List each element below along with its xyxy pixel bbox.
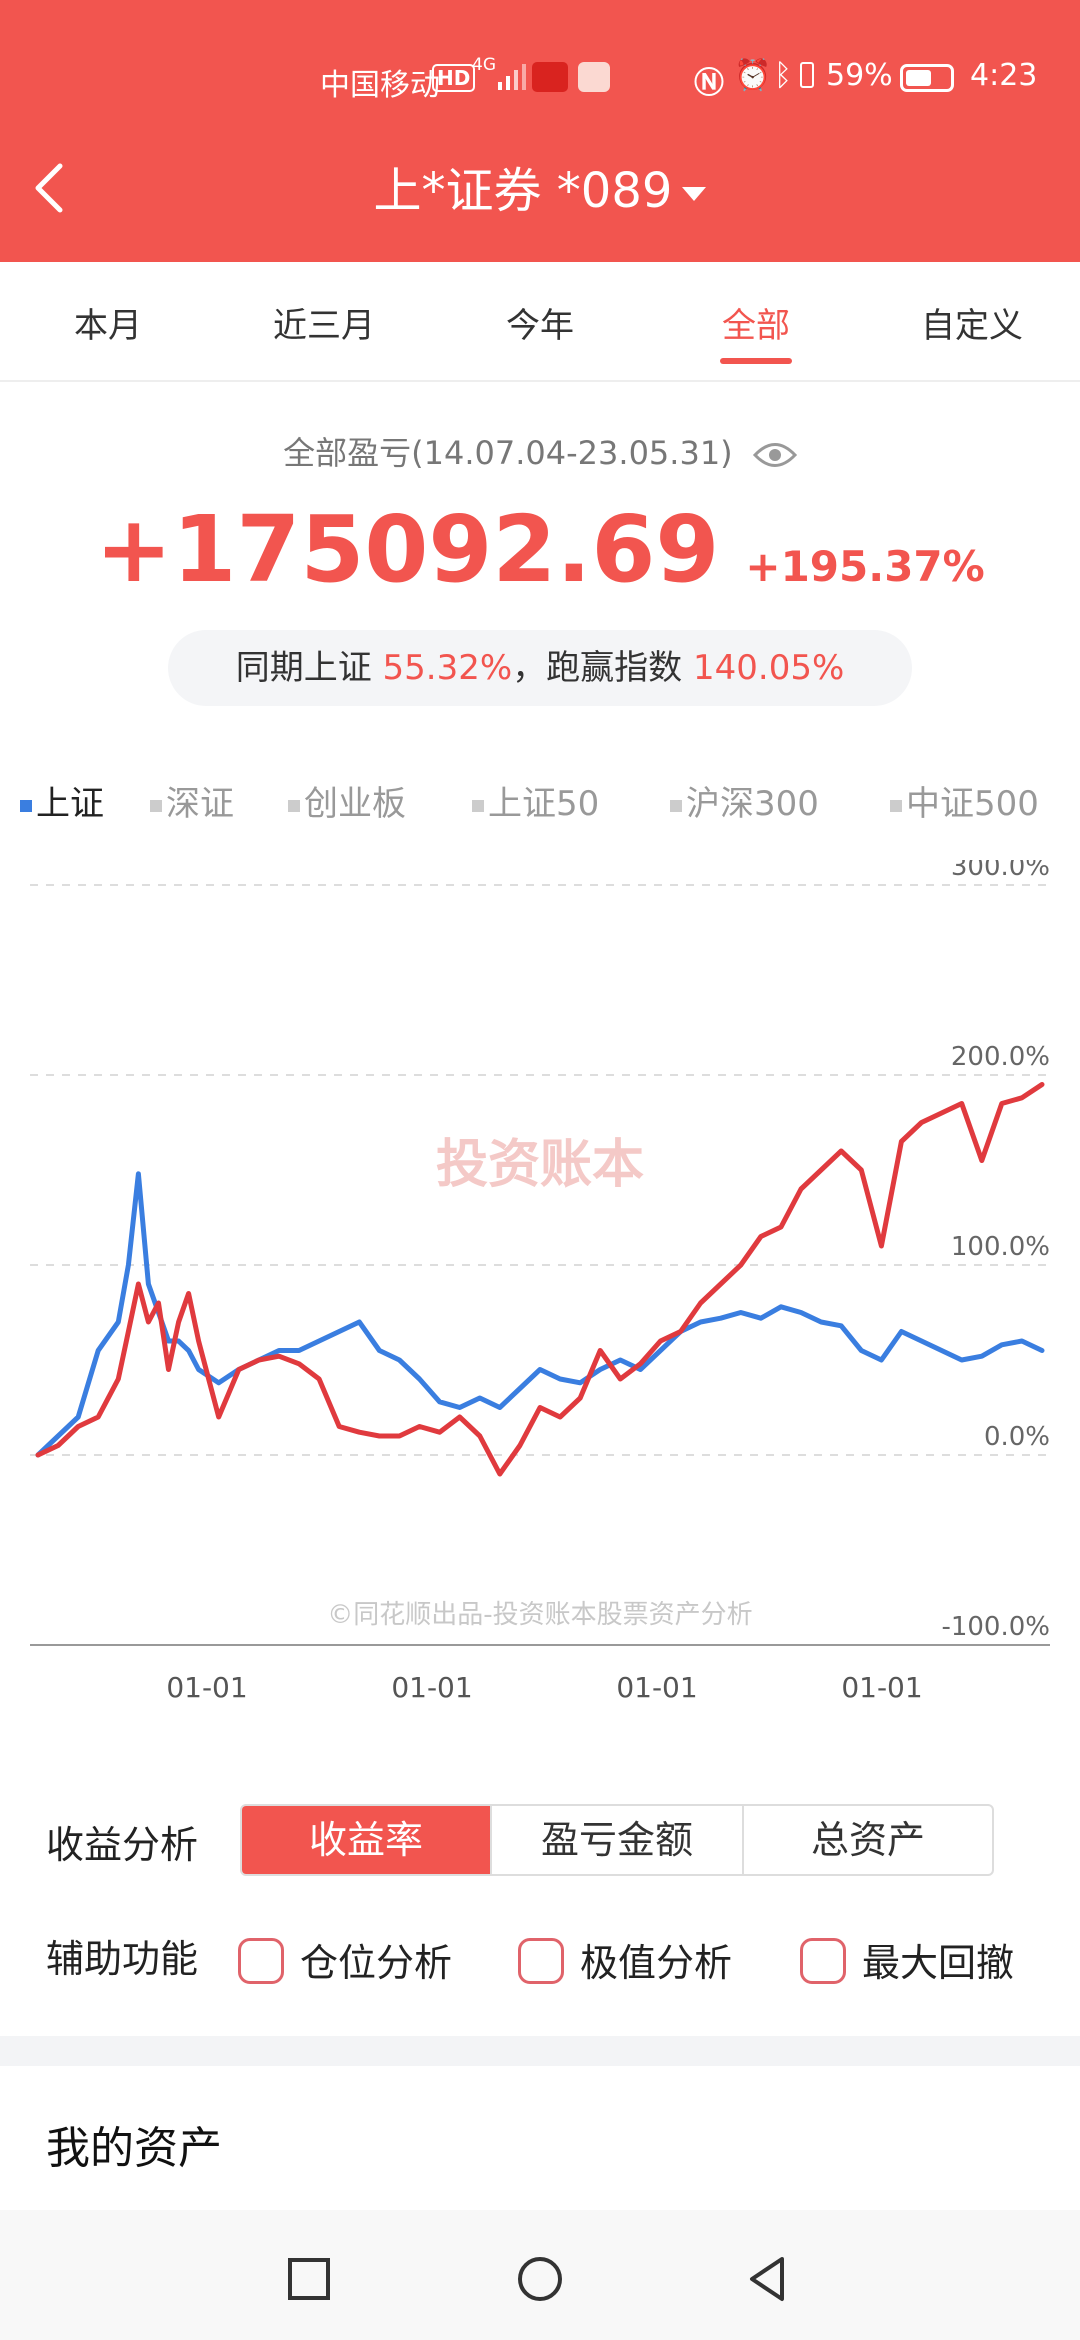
vibrate-icon	[800, 62, 814, 88]
index-return: 55.32%	[382, 648, 513, 688]
index-return-line	[35, 1171, 1045, 1458]
chart-watermark: 投资账本	[436, 1135, 644, 1195]
my-assets-title: 我的资产	[46, 2123, 222, 2174]
total-profit: +175092.69	[95, 496, 720, 603]
app-header: 中国移动 HD 4G Ⓝ ⏰ ᛒ 59% 4:23 上*证券 *089	[0, 0, 1080, 262]
account-return-line	[35, 1082, 1045, 1477]
section-divider	[0, 2036, 1080, 2066]
summary-label: 全部盈亏(14.07.04-23.05.31)	[0, 428, 1080, 474]
compare-prefix: 同期上证	[235, 648, 372, 688]
legend-swatch	[20, 799, 32, 812]
signal-icon	[498, 64, 526, 90]
active-tab-indicator	[720, 358, 792, 364]
battery-fill	[906, 70, 931, 86]
index-shanghai[interactable]: 上证	[20, 776, 104, 825]
legend-swatch	[890, 799, 902, 812]
index-csi500[interactable]: 中证500	[890, 776, 1039, 825]
checkbox-label: 最大回撤	[862, 1941, 1015, 1985]
return-chart-svg: 投资账本 300.0% 200.0% 100.0% 0.0% -100.0% 01-01 01…	[30, 860, 1050, 1704]
index-comparison: 同期上证 55.32%，跑赢指数 140.05%	[168, 630, 912, 706]
period-tabs: 本月 近三月 今年 全部 自定义	[0, 262, 1080, 382]
option-profit-amount[interactable]: 盈亏金额	[490, 1806, 742, 1874]
x-tick-label: 01-01	[616, 1671, 697, 1704]
battery-percent: 59%	[826, 58, 893, 93]
outperformance: 140.05%	[693, 648, 845, 688]
y-tick-label: 100.0%	[951, 1232, 1050, 1262]
chart-footer-text: ©同花顺出品-投资账本股票资产分析	[327, 1600, 752, 1630]
checkbox-label: 极值分析	[580, 1941, 733, 1985]
tab-all[interactable]: 全部	[722, 306, 790, 346]
back-triangle-icon[interactable]	[744, 2254, 794, 2304]
hd-badge: HD	[432, 64, 476, 92]
alarm-icon: ⏰	[734, 58, 772, 93]
compare-mid: ，跑赢指数	[512, 648, 683, 688]
account-title-text: 上*证券 *089	[373, 163, 673, 219]
index-sse50[interactable]: 上证50	[472, 776, 599, 825]
checkbox-box[interactable]	[518, 1938, 564, 1984]
carrier-name: 中国移动	[320, 68, 440, 103]
aux-label: 辅助功能	[46, 1937, 199, 1981]
index-chinext[interactable]: 创业板	[288, 776, 406, 825]
legend-swatch	[472, 799, 484, 812]
y-tick-label: -100.0%	[941, 1612, 1050, 1642]
recent-apps-icon[interactable]	[284, 2254, 334, 2304]
tab-this-year[interactable]: 今年	[506, 306, 574, 346]
home-icon[interactable]	[515, 2254, 565, 2304]
analysis-segmented-control: 收益率 盈亏金额 总资产	[240, 1804, 994, 1876]
legend-label: 中证500	[906, 784, 1039, 824]
clock: 4:23	[970, 58, 1038, 93]
legend-label: 上证50	[488, 784, 600, 824]
tab-custom[interactable]: 自定义	[921, 306, 1023, 346]
total-profit-percent: +195.37%	[745, 542, 985, 591]
account-title[interactable]: 上*证券 *089	[0, 160, 1080, 222]
legend-label: 上证	[36, 784, 104, 824]
y-tick-label: 200.0%	[951, 1042, 1050, 1072]
summary-period: 全部盈亏(14.07.04-23.05.31)	[283, 434, 733, 472]
eye-icon[interactable]	[752, 440, 797, 470]
checkbox-box[interactable]	[238, 1938, 284, 1984]
profit-summary: +175092.69 +195.37%	[0, 496, 1080, 603]
system-nav-bar	[0, 2210, 1080, 2340]
legend-swatch	[150, 799, 162, 812]
bluetooth-icon: ᛒ	[774, 58, 792, 93]
tab-this-month[interactable]: 本月	[74, 306, 142, 346]
nfc-icon: Ⓝ	[694, 66, 724, 101]
battery-icon	[900, 64, 954, 92]
app-notification-icon	[532, 62, 568, 92]
network-type: 4G	[472, 55, 496, 75]
x-tick-label: 01-01	[166, 1671, 247, 1704]
app-notification-icon-2	[578, 62, 610, 92]
y-tick-label: 300.0%	[951, 860, 1050, 882]
x-tick-label: 01-01	[841, 1671, 922, 1704]
tab-three-months[interactable]: 近三月	[273, 306, 375, 346]
analysis-label: 收益分析	[46, 1823, 199, 1867]
y-tick-label: 0.0%	[984, 1422, 1050, 1452]
option-return-rate[interactable]: 收益率	[242, 1806, 490, 1874]
index-selector: 上证 深证 创业板 上证50 沪深300 中证500	[0, 776, 1080, 826]
legend-label: 沪深300	[686, 784, 819, 824]
checkbox-label: 仓位分析	[300, 1941, 453, 1985]
x-tick-label: 01-01	[391, 1671, 472, 1704]
index-shenzhen[interactable]: 深证	[150, 776, 234, 825]
legend-swatch	[670, 799, 682, 812]
return-chart[interactable]: 投资账本 300.0% 200.0% 100.0% 0.0% -100.0% 01-01 01…	[0, 860, 1080, 1720]
option-total-assets[interactable]: 总资产	[742, 1806, 992, 1874]
chevron-left-icon[interactable]	[30, 160, 80, 220]
legend-label: 创业板	[304, 784, 406, 824]
status-bar: 中国移动 HD 4G Ⓝ ⏰ ᛒ 59% 4:23	[0, 55, 1080, 103]
caret-down-icon	[682, 187, 707, 201]
legend-label: 深证	[166, 784, 234, 824]
index-csi300[interactable]: 沪深300	[670, 776, 819, 825]
checkbox-box[interactable]	[800, 1938, 846, 1984]
legend-swatch	[288, 799, 300, 812]
